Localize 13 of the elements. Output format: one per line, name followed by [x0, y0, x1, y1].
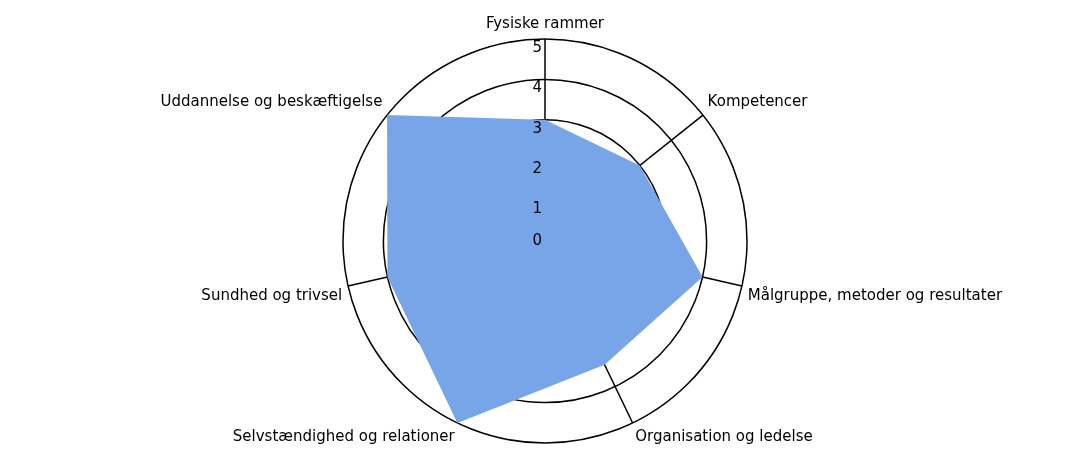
y-tick-label: 4	[532, 78, 542, 97]
spoke-label: Fysiske rammer	[485, 13, 605, 32]
y-tick-label: 1	[532, 199, 542, 218]
y-tick-label: 3	[532, 118, 542, 137]
y-tick-label: 5	[532, 37, 542, 56]
y-tick-label: 2	[532, 159, 542, 178]
y-tick-label: 0	[532, 230, 542, 249]
spoke-label: Målgruppe, metoder og resultater	[747, 286, 1003, 305]
spoke-label: Sundhed og trivsel	[201, 286, 343, 305]
spoke-label: Kompetencer	[707, 92, 809, 111]
spoke-label: Organisation og ledelse	[635, 427, 813, 446]
spoke-label: Selvstændighed og relationer	[232, 427, 456, 446]
spoke-label: Uddannelse og beskæftigelse	[160, 92, 383, 111]
